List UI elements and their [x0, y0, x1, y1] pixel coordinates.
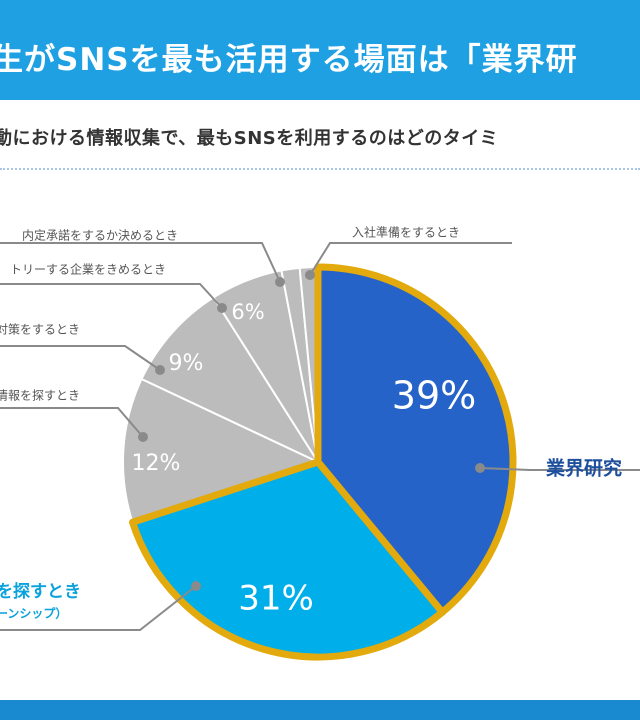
leader-line [0, 585, 197, 631]
leader-dot [475, 463, 485, 473]
leader-line [0, 283, 223, 309]
category-label: 業界研究 [545, 457, 622, 480]
category-label: トリーする企業をきめるとき [10, 262, 166, 277]
pie-slice [122, 377, 321, 524]
leader-dot [191, 581, 201, 591]
page-subtitle: 動における情報収集で、最もSNSを利用するのはどのタイミ [0, 128, 499, 149]
pie-slice [314, 263, 517, 616]
pie-value-label: 39% [392, 374, 476, 418]
category-label: 情報を探すとき [0, 389, 80, 403]
leader-line [309, 242, 512, 276]
page-title: 生がSNSを最も活用する場面は「業界研 [0, 42, 578, 78]
leader-dot [138, 432, 148, 442]
pie-slice [129, 458, 446, 661]
leader-line [0, 407, 144, 438]
leader-dot [275, 277, 285, 287]
dotted-divider [0, 168, 640, 170]
pie-value-label: 6% [231, 300, 264, 324]
leader-dot [305, 270, 315, 280]
leader-line [0, 242, 281, 283]
pie-value-label: 9% [169, 351, 204, 376]
pie-value-label: 12% [132, 451, 181, 476]
category-label: 対策をするとき [0, 323, 80, 337]
category-label: を探すとき [0, 581, 81, 602]
footer-bar [0, 700, 640, 720]
title-bar: 生がSNSを最も活用する場面は「業界研 [0, 0, 640, 100]
category-label: 内定承諾をするか決めるとき [22, 228, 178, 243]
leader-dot [155, 365, 165, 375]
leader-line [479, 467, 640, 471]
category-label: 入社準備をするとき [352, 225, 460, 240]
leader-dot [217, 303, 227, 313]
category-sublabel: ーンシップ） [0, 606, 67, 621]
pie-slice [140, 295, 321, 465]
leader-line [0, 345, 161, 371]
pie-value-label: 31% [238, 579, 314, 619]
